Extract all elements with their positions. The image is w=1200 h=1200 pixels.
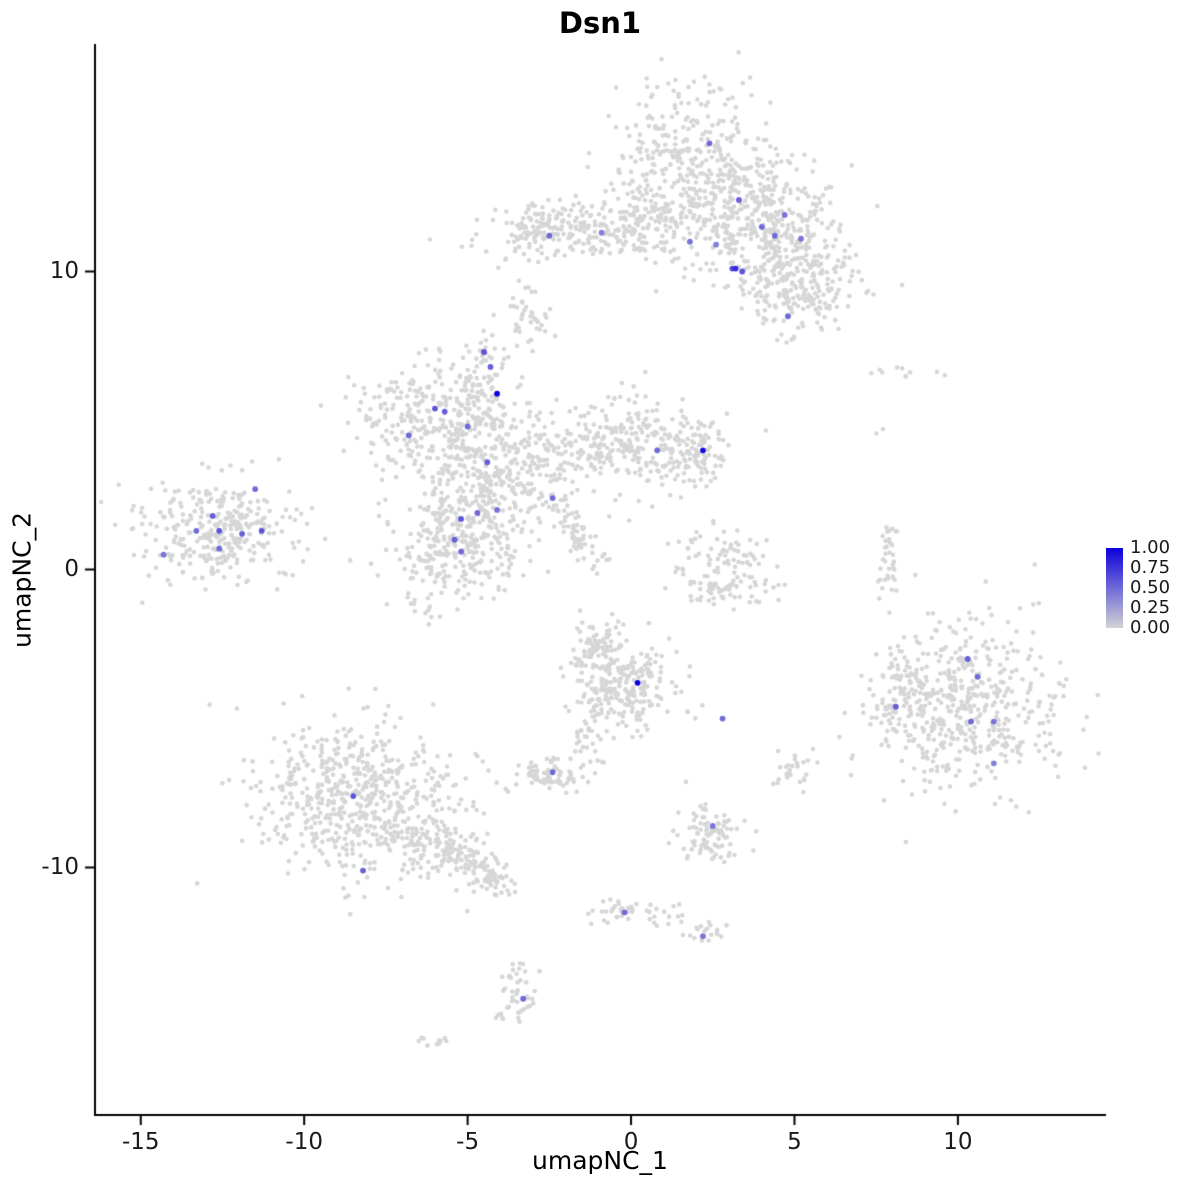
x-tick-label: 5 <box>787 1129 802 1155</box>
x-tick-label: -10 <box>285 1129 323 1155</box>
colorbar-gradient <box>1106 548 1123 628</box>
colorbar-tick-label: 0.25 <box>1130 597 1171 618</box>
y-tick-label: -10 <box>41 853 79 880</box>
expression-colorbar-legend: 1.00 0.75 0.50 0.25 0.00 <box>1100 537 1200 652</box>
y-tick-label: 10 <box>49 257 79 284</box>
x-tick-label: -15 <box>121 1129 160 1155</box>
y-tick-label: 0 <box>64 555 79 582</box>
x-axis-label: umapNC_1 <box>532 1146 668 1175</box>
x-tick-label: -5 <box>456 1129 480 1155</box>
colorbar-tick-label: 0.75 <box>1130 557 1171 578</box>
colorbar-tick-label: 0.00 <box>1130 617 1171 638</box>
colorbar-tick-label: 1.00 <box>1130 537 1171 558</box>
plot-title: Dsn1 <box>558 6 642 40</box>
colorbar-tick-label: 0.50 <box>1130 577 1171 598</box>
x-tick-label: 0 <box>623 1129 639 1155</box>
x-tick-label: 10 <box>943 1129 973 1155</box>
